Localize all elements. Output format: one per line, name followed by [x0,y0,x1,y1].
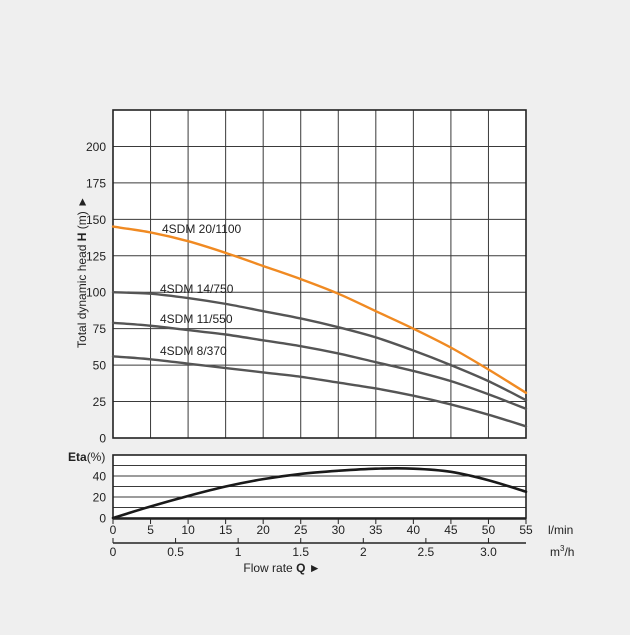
x-axis-lmin-tick-label: 30 [332,523,346,537]
head-chart-y-tick-label: 175 [86,176,106,190]
head-chart-y-tick-label: 125 [86,249,106,263]
head-chart-y-tick-label: 25 [93,395,107,409]
head-chart-y-tick-label: 75 [93,322,107,336]
x-axis-lmin-unit: l/min [548,523,573,537]
series-label: 4SDM 20/1100 [162,222,241,236]
head-chart-y-tick-label: 100 [86,286,106,300]
x-axis-lmin-tick-label: 15 [219,523,233,537]
x-axis-m3h-tick-label: 0.5 [167,545,184,559]
eta-chart-y-axis-label: Eta(%) [68,450,105,464]
head-curve-4sdm-8-370 [111,355,528,428]
x-axis-m3h-tick-label: 1 [235,545,242,559]
x-axis-m3h-tick-label: 1.5 [292,545,309,559]
head-curve-4sdm-14-750 [111,291,528,402]
x-axis-label: Flow rate Q ► [243,561,320,575]
head-chart-y-tick-label: 50 [93,359,107,373]
series-label: 4SDM 11/550 [160,312,233,326]
x-axis-lmin-tick-label: 20 [257,523,271,537]
series-label: 4SDM 14/750 [160,282,234,296]
x-axis-lmin-tick-label: 35 [369,523,383,537]
x-axis-lmin-tick-label: 50 [482,523,496,537]
x-axis-lmin-tick-label: 10 [181,523,195,537]
x-axis-lmin: 0 5 10 15 20 25 30 35 40 45 50 55 [110,518,533,537]
head-chart-y-tick-label: 150 [86,213,106,227]
x-axis-m3h-tick-label: 0 [110,545,117,559]
x-axis-m3h-tick-label: 2.5 [418,545,435,559]
x-axis-lmin-tick-label: 0 [110,523,117,537]
x-axis-m3h-unit: m3/h [550,544,574,559]
x-axis-lmin-tick-label: 5 [147,523,154,537]
eta-chart-frame [112,454,527,519]
head-curve-4sdm-11-550 [111,321,528,411]
eta-curve [111,467,528,520]
head-chart-series [111,225,528,428]
head-chart-plot-area [113,110,526,438]
eta-chart-series [111,467,528,520]
eta-chart-grid [112,454,527,519]
eta-chart-y-tick-label: 0 [99,512,106,526]
series-label: 4SDM 8/370 [160,344,227,358]
x-axis-m3h: 0 0.5 1 1.5 2 2.5 3.0 [110,538,526,559]
x-axis-m3h-tick-label: 3.0 [480,545,497,559]
x-axis-lmin-tick-label: 55 [519,523,533,537]
eta-chart-y-tick-label: 40 [93,470,107,484]
head-chart-y-axis-label: Total dynamic head H (m) ► [75,196,89,348]
eta-chart-y-ticks: 0 20 40 [93,470,107,526]
x-axis-m3h-tick-label: 2 [360,545,367,559]
x-axis-lmin-tick-label: 40 [407,523,421,537]
eta-chart-y-tick-label: 20 [93,491,107,505]
head-curve-4sdm-20-1100 [111,225,528,395]
x-axis-lmin-tick-label: 45 [444,523,458,537]
head-chart-y-tick-label: 0 [99,432,106,446]
head-chart-series-labels: 4SDM 20/1100 4SDM 14/750 4SDM 11/550 4SDM 8… [160,222,241,358]
x-axis-lmin-tick-label: 25 [294,523,308,537]
head-chart-grid [112,109,527,439]
head-chart-y-tick-label: 200 [86,140,106,154]
head-chart-y-ticks: 0 25 50 75 100 125 150 175 200 [86,140,106,446]
head-chart-frame [112,109,527,439]
